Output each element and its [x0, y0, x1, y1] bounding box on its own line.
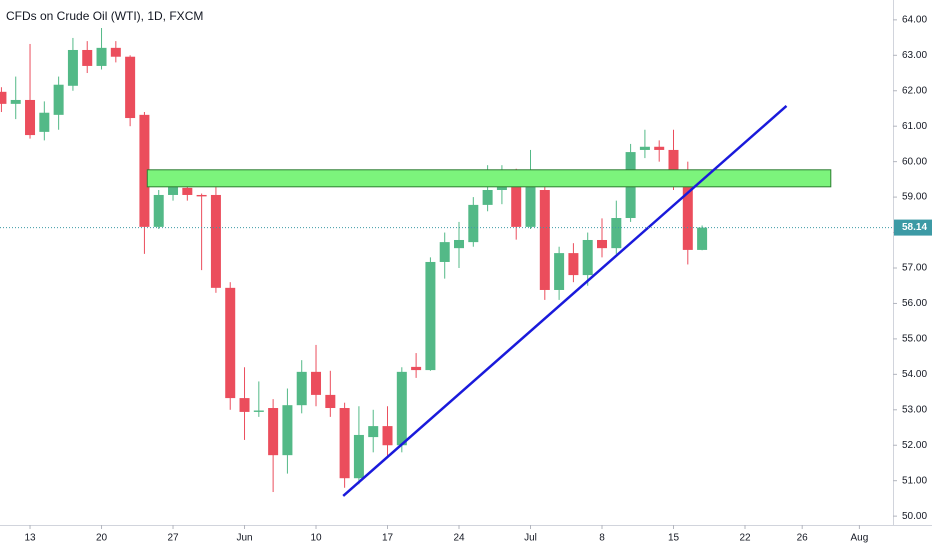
candle-body [139, 114, 150, 227]
candle-body [96, 47, 107, 66]
candle-body [296, 371, 307, 406]
candle-body [582, 239, 593, 276]
candle-body [153, 194, 164, 227]
x-tick-label: 26 [797, 533, 809, 544]
x-tick-label: 24 [453, 533, 465, 544]
y-tick-label: 55.00 [902, 334, 927, 345]
last-price-box [894, 219, 932, 236]
candle-body [554, 253, 565, 290]
candle-body [439, 242, 450, 262]
candle-body [67, 49, 78, 86]
candle-body [125, 56, 136, 119]
candle-body [196, 194, 207, 197]
candle-body [168, 185, 179, 195]
candle-body [368, 426, 379, 438]
y-tick-label: 52.00 [902, 440, 927, 451]
x-tick-label: 20 [96, 533, 108, 544]
y-tick-label: 60.00 [902, 156, 927, 167]
candle-body [182, 187, 193, 195]
candle-body [382, 426, 393, 446]
last-price-label: 58.14 [902, 222, 927, 233]
candle-body [639, 146, 650, 150]
y-tick-label: 50.00 [902, 511, 927, 522]
axes: 50.00 51.00 52.00 53.00 54.00 55.00 56.00 57.00… [24, 14, 932, 544]
x-tick-label: 27 [167, 533, 179, 544]
candle-body [0, 91, 7, 104]
candle-body [353, 434, 364, 479]
candle-body [396, 371, 407, 446]
candle-body [282, 405, 293, 456]
y-tick-label: 53.00 [902, 404, 927, 415]
candle-body [568, 253, 579, 276]
candle-body [682, 185, 693, 250]
plot-area [0, 28, 893, 497]
y-tick-label: 57.00 [902, 263, 927, 274]
candle-body [411, 366, 422, 371]
candle-body [668, 149, 679, 186]
candle-body [468, 204, 479, 243]
candle-body [10, 99, 21, 104]
x-tick-label: 17 [382, 533, 394, 544]
x-tick-label: 15 [668, 533, 680, 544]
candle-body [311, 371, 322, 395]
x-tick-label: Jun [236, 533, 252, 544]
candle-body [39, 112, 50, 132]
x-tick-label: Jul [524, 533, 537, 544]
candle-body [25, 99, 36, 136]
candle-body [82, 49, 93, 66]
candle-body [110, 47, 121, 57]
x-tick-label: 22 [739, 533, 751, 544]
candle-body [268, 408, 279, 456]
chart-title: CFDs on Crude Oil (WTI), 1D, FXCM [6, 9, 203, 23]
candle-body [611, 218, 622, 249]
y-tick-label: 63.00 [902, 50, 927, 61]
resistance-zone [146, 169, 832, 188]
candle-body [539, 190, 550, 290]
y-tick-label: 59.00 [902, 192, 927, 203]
candle-body [597, 239, 608, 249]
x-tick-label: 13 [24, 533, 36, 544]
y-tick-label: 61.00 [902, 121, 927, 132]
x-tick-label: 8 [599, 533, 605, 544]
candle-body [239, 398, 250, 412]
candle-body [339, 408, 350, 479]
x-tick-label: 10 [310, 533, 322, 544]
x-tick-label: Aug [850, 533, 868, 544]
candle-body [225, 287, 236, 399]
y-tick-label: 51.00 [902, 475, 927, 486]
candle-body [697, 227, 708, 250]
candle-body [325, 394, 336, 409]
candle-body [53, 84, 64, 115]
y-tick-label: 54.00 [902, 369, 927, 380]
candle-body [210, 194, 221, 288]
candle-body [454, 239, 465, 249]
candle-body [425, 261, 436, 371]
candle-body [511, 185, 522, 227]
candle-body [482, 190, 493, 205]
y-tick-label: 56.00 [902, 298, 927, 309]
candle-body [654, 146, 665, 150]
candle-body [253, 410, 264, 412]
trend-line [342, 105, 788, 497]
y-tick-label: 62.00 [902, 85, 927, 96]
y-tick-label: 64.00 [902, 14, 927, 25]
candle-body [525, 185, 536, 227]
candle-body [496, 186, 507, 191]
